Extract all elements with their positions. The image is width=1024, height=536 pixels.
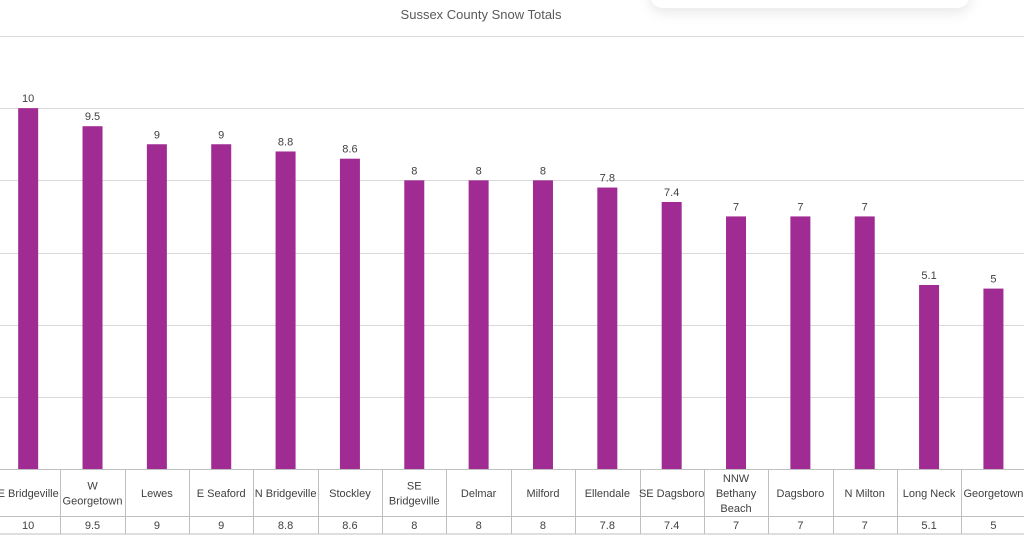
data-label: 8 (476, 165, 482, 177)
category-label: Delmar (461, 488, 497, 500)
bar (211, 144, 232, 469)
category-label: NNW Bethany Beach (716, 473, 757, 515)
category-label: E Seaford (197, 488, 246, 500)
chart-title: Sussex County Snow Totals (401, 7, 562, 22)
data-label: 9 (154, 129, 160, 141)
data-label: 9.5 (85, 111, 100, 123)
category-label: Long Neck (903, 488, 956, 500)
table-value-cell: 8.6 (342, 520, 357, 532)
category-label: E Bridgeville (0, 488, 59, 500)
table-value-cell: 7 (733, 520, 739, 532)
category-label: W Georgetown (63, 481, 123, 508)
table-value-cell: 10 (22, 520, 34, 532)
category-label: Dagsboro (777, 488, 825, 500)
table-value-cell: 7.8 (600, 520, 615, 532)
category-label: Stockley (329, 488, 371, 500)
data-label: 8.8 (278, 136, 293, 148)
bar (82, 126, 103, 469)
table-value-cell: 5 (990, 520, 996, 532)
data-label: 9 (218, 129, 224, 141)
bar (854, 216, 875, 469)
table-value-cell: 8.8 (278, 520, 293, 532)
bar (404, 180, 425, 470)
data-label: 7.8 (600, 173, 615, 185)
category-label: Lewes (141, 488, 173, 500)
bar (597, 187, 618, 470)
category-label: Georgetown (963, 488, 1023, 500)
data-label: 5 (990, 274, 996, 286)
category-label: Milford (526, 488, 559, 500)
table-value-cell: 9.5 (85, 520, 100, 532)
table-value-cell: 5.1 (921, 520, 936, 532)
bar (532, 180, 553, 470)
bar (339, 158, 360, 469)
category-label: SE Dagsboro (639, 488, 704, 500)
table-value-cell: 9 (218, 520, 224, 532)
data-label: 8 (540, 165, 546, 177)
category-label: N Bridgeville (255, 488, 317, 500)
bar (726, 216, 747, 469)
category-label: N Milton (845, 488, 885, 500)
table-value-cell: 8 (411, 520, 417, 532)
bar (790, 216, 811, 469)
table-value-cell: 9 (154, 520, 160, 532)
bar (919, 284, 940, 469)
bar (18, 108, 39, 470)
table-value-cell: 8 (540, 520, 546, 532)
bar (146, 144, 167, 469)
data-label: 7.4 (664, 187, 679, 199)
data-labels: 10 9.5 9 9 8.8 8.6 8 8 8 7.8 7.4 7 7 7 5.1 5 (22, 93, 996, 285)
data-label: 8.6 (342, 144, 357, 156)
gridlines (0, 36, 1024, 398)
data-table: E Bridgeville W Georgetown Lewes E Seaford N … (0, 469, 1024, 535)
table-value-cell: 8 (476, 520, 482, 532)
bar (468, 180, 489, 470)
bar (275, 151, 296, 469)
data-label: 7 (797, 201, 803, 213)
floating-panel-shadow (650, 0, 970, 8)
category-label: SE Bridgeville (389, 481, 440, 508)
bar (661, 201, 682, 469)
table-value-cell: 7.4 (664, 520, 679, 532)
category-label: Ellendale (585, 488, 630, 500)
table-value-cell: 7 (797, 520, 803, 532)
table-value-cell: 7 (862, 520, 868, 532)
bar (983, 288, 1004, 469)
data-label: 7 (862, 201, 868, 213)
bars (18, 108, 1004, 470)
data-label: 7 (733, 201, 739, 213)
data-label: 5.1 (921, 270, 936, 282)
data-label: 10 (22, 93, 34, 105)
data-label: 8 (411, 165, 417, 177)
